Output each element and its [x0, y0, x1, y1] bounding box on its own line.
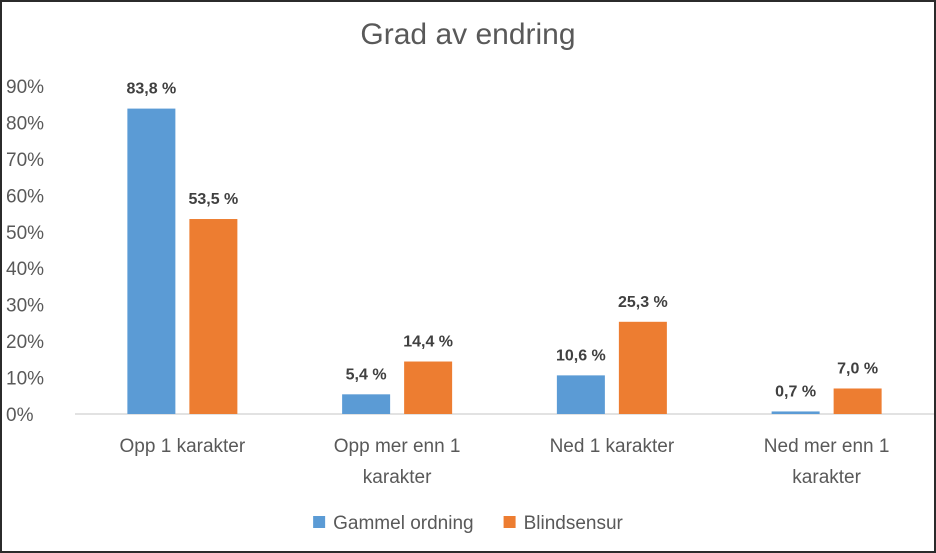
category-label: Ned mer enn 1: [764, 436, 890, 457]
y-tick-label: 50%: [6, 223, 44, 244]
data-label: 5,4 %: [346, 366, 387, 383]
y-tick-label: 60%: [6, 186, 44, 207]
data-label: 53,5 %: [188, 191, 238, 208]
legend-swatch: [313, 516, 326, 528]
legend-swatch: [503, 516, 516, 528]
bar: [556, 375, 605, 414]
category-label: Opp mer enn 1: [334, 436, 461, 457]
data-label: 14,4 %: [403, 334, 453, 351]
data-label: 83,8 %: [126, 81, 176, 98]
bar: [618, 321, 667, 414]
y-tick-label: 80%: [6, 113, 44, 134]
data-label: 10,6 %: [556, 347, 606, 364]
bar: [833, 388, 882, 414]
bar: [342, 394, 391, 414]
y-tick-label: 30%: [6, 296, 44, 317]
legend-label: Gammel ordning: [333, 513, 473, 534]
bar: [771, 411, 820, 414]
category-label: karakter: [363, 467, 432, 488]
chart-title: Grad av endring: [360, 18, 575, 51]
data-label: 7,0 %: [837, 360, 878, 377]
legend-label: Blindsensur: [524, 513, 624, 534]
y-tick-label: 20%: [6, 332, 44, 353]
data-label: 0,7 %: [775, 383, 816, 400]
category-label: Ned 1 karakter: [550, 436, 675, 457]
data-label: 25,3 %: [618, 294, 668, 311]
category-label: Opp 1 karakter: [120, 436, 246, 457]
bar: [127, 108, 176, 415]
bar: [189, 219, 238, 414]
y-tick-label: 70%: [6, 150, 44, 171]
y-tick-label: 90%: [6, 77, 44, 98]
y-tick-label: 0%: [6, 405, 34, 426]
bar: [404, 361, 453, 414]
y-tick-label: 10%: [6, 369, 44, 390]
y-tick-label: 40%: [6, 259, 44, 280]
category-label: karakter: [792, 467, 861, 488]
